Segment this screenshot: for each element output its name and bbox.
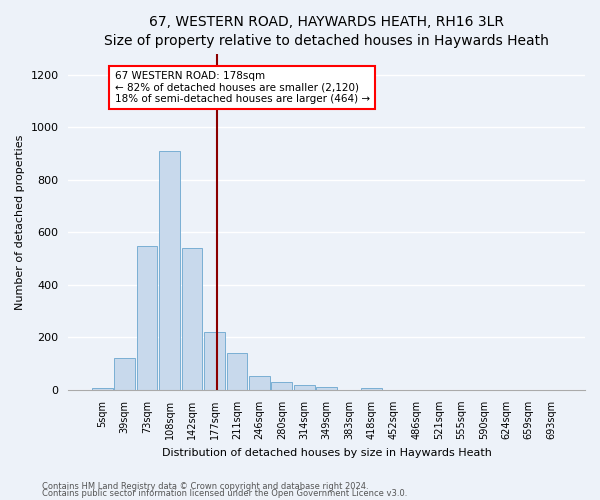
Bar [249, 376, 269, 390]
Bar [204, 332, 225, 390]
Text: 67 WESTERN ROAD: 178sqm
← 82% of detached houses are smaller (2,120)
18% of semi: 67 WESTERN ROAD: 178sqm ← 82% of detache… [115, 71, 370, 104]
Bar [316, 388, 337, 390]
Bar [182, 248, 202, 390]
Title: 67, WESTERN ROAD, HAYWARDS HEATH, RH16 3LR
Size of property relative to detached: 67, WESTERN ROAD, HAYWARDS HEATH, RH16 3… [104, 15, 549, 48]
Y-axis label: Number of detached properties: Number of detached properties [15, 134, 25, 310]
Bar [227, 353, 247, 390]
Bar [271, 382, 292, 390]
Bar [137, 246, 157, 390]
Bar [294, 384, 314, 390]
Bar [92, 388, 113, 390]
Bar [115, 358, 135, 390]
Bar [361, 388, 382, 390]
X-axis label: Distribution of detached houses by size in Haywards Heath: Distribution of detached houses by size … [162, 448, 491, 458]
Text: Contains public sector information licensed under the Open Government Licence v3: Contains public sector information licen… [42, 489, 407, 498]
Text: Contains HM Land Registry data © Crown copyright and database right 2024.: Contains HM Land Registry data © Crown c… [42, 482, 368, 491]
Bar [159, 151, 180, 390]
